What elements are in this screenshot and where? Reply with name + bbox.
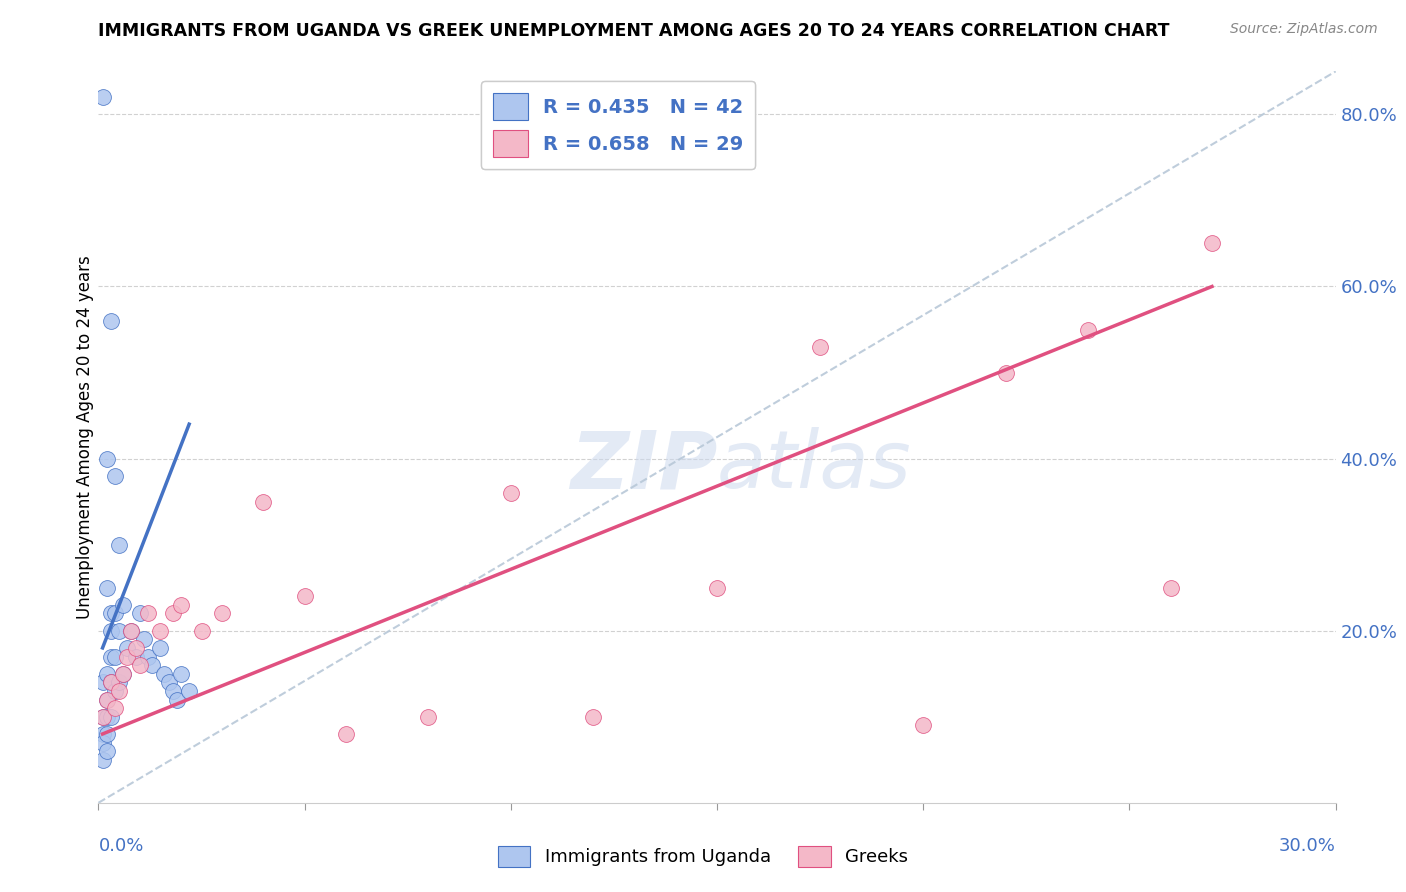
Point bbox=[141, 658, 163, 673]
Legend: Immigrants from Uganda, Greeks: Immigrants from Uganda, Greeks bbox=[491, 838, 915, 874]
Point bbox=[294, 589, 316, 603]
Point bbox=[1201, 236, 1223, 251]
Point bbox=[912, 718, 935, 732]
Point bbox=[128, 607, 150, 621]
Point bbox=[117, 640, 139, 655]
Point bbox=[1160, 581, 1182, 595]
Point bbox=[100, 675, 122, 690]
Point bbox=[335, 727, 357, 741]
Point bbox=[112, 666, 135, 681]
Point bbox=[128, 658, 150, 673]
Point bbox=[418, 710, 440, 724]
Point bbox=[252, 494, 274, 508]
Point bbox=[117, 649, 139, 664]
Point bbox=[136, 649, 159, 664]
Point bbox=[149, 640, 172, 655]
Point bbox=[157, 675, 180, 690]
Point bbox=[120, 624, 142, 638]
Point bbox=[190, 624, 212, 638]
Y-axis label: Unemployment Among Ages 20 to 24 years: Unemployment Among Ages 20 to 24 years bbox=[76, 255, 94, 619]
Point bbox=[91, 735, 114, 749]
Point bbox=[162, 607, 184, 621]
Point bbox=[179, 684, 201, 698]
Point bbox=[96, 581, 118, 595]
Point bbox=[153, 666, 176, 681]
Point bbox=[582, 710, 605, 724]
Point bbox=[166, 692, 188, 706]
Point bbox=[100, 314, 122, 328]
Point bbox=[499, 486, 522, 500]
Point bbox=[91, 675, 114, 690]
Point bbox=[149, 624, 172, 638]
Point bbox=[136, 607, 159, 621]
Point bbox=[112, 598, 135, 612]
Point bbox=[96, 692, 118, 706]
Point bbox=[170, 598, 193, 612]
Point bbox=[124, 649, 146, 664]
Point bbox=[170, 666, 193, 681]
Text: Source: ZipAtlas.com: Source: ZipAtlas.com bbox=[1230, 22, 1378, 37]
Point bbox=[96, 744, 118, 758]
Point bbox=[120, 624, 142, 638]
Point bbox=[100, 675, 122, 690]
Point bbox=[211, 607, 233, 621]
Point bbox=[96, 692, 118, 706]
Point bbox=[100, 710, 122, 724]
Point bbox=[108, 624, 131, 638]
Point bbox=[91, 90, 114, 104]
Point bbox=[104, 649, 127, 664]
Point bbox=[124, 640, 146, 655]
Point bbox=[100, 624, 122, 638]
Point bbox=[91, 753, 114, 767]
Point bbox=[100, 607, 122, 621]
Point bbox=[96, 727, 118, 741]
Point bbox=[108, 684, 131, 698]
Point bbox=[104, 607, 127, 621]
Point bbox=[96, 666, 118, 681]
Text: 0.0%: 0.0% bbox=[98, 837, 143, 855]
Point bbox=[104, 468, 127, 483]
Point bbox=[96, 451, 118, 466]
Point bbox=[91, 710, 114, 724]
Point bbox=[100, 649, 122, 664]
Point bbox=[808, 340, 831, 354]
Point bbox=[706, 581, 728, 595]
Point bbox=[108, 675, 131, 690]
Point bbox=[91, 710, 114, 724]
Text: IMMIGRANTS FROM UGANDA VS GREEK UNEMPLOYMENT AMONG AGES 20 TO 24 YEARS CORRELATI: IMMIGRANTS FROM UGANDA VS GREEK UNEMPLOY… bbox=[98, 22, 1170, 40]
Point bbox=[104, 684, 127, 698]
Point bbox=[132, 632, 155, 647]
Text: ZIP: ZIP bbox=[569, 427, 717, 506]
Point bbox=[104, 701, 127, 715]
Point bbox=[108, 538, 131, 552]
Point bbox=[994, 366, 1017, 380]
Text: 30.0%: 30.0% bbox=[1279, 837, 1336, 855]
Legend: R = 0.435   N = 42, R = 0.658   N = 29: R = 0.435 N = 42, R = 0.658 N = 29 bbox=[481, 81, 755, 169]
Point bbox=[162, 684, 184, 698]
Point bbox=[91, 727, 114, 741]
Point bbox=[1077, 322, 1099, 336]
Text: atlas: atlas bbox=[717, 427, 912, 506]
Point bbox=[96, 710, 118, 724]
Point bbox=[112, 666, 135, 681]
